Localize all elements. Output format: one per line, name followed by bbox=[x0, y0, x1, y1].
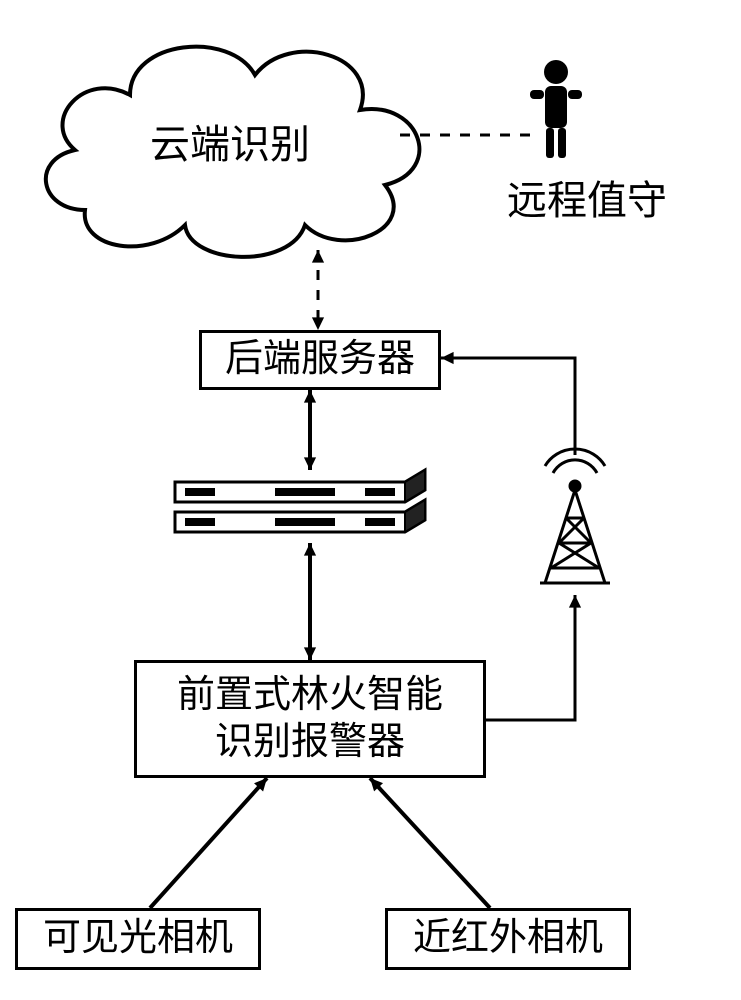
visible-camera-label: 可见光相机 bbox=[43, 915, 233, 963]
nir-camera-box: 近红外相机 bbox=[385, 908, 631, 970]
backend-label: 后端服务器 bbox=[225, 336, 415, 384]
edges-layer bbox=[0, 0, 741, 1000]
visible-camera-box: 可见光相机 bbox=[15, 908, 261, 970]
front-alarm-label: 前置式林火智能 识别报警器 bbox=[177, 672, 443, 767]
tower-icon bbox=[0, 0, 741, 1000]
cloud-shape bbox=[0, 0, 741, 1000]
diagram-canvas: 云端识别 远程值守 后端服务器 bbox=[0, 0, 741, 1000]
person-icon bbox=[0, 0, 741, 1000]
nir-camera-label: 近红外相机 bbox=[413, 915, 603, 963]
front-alarm-box: 前置式林火智能 识别报警器 bbox=[134, 660, 486, 778]
switch-icon bbox=[0, 0, 741, 1000]
backend-server-box: 后端服务器 bbox=[199, 330, 441, 390]
cloud-label: 云端识别 bbox=[120, 112, 340, 170]
remote-duty-label: 远程值守 bbox=[482, 168, 692, 226]
